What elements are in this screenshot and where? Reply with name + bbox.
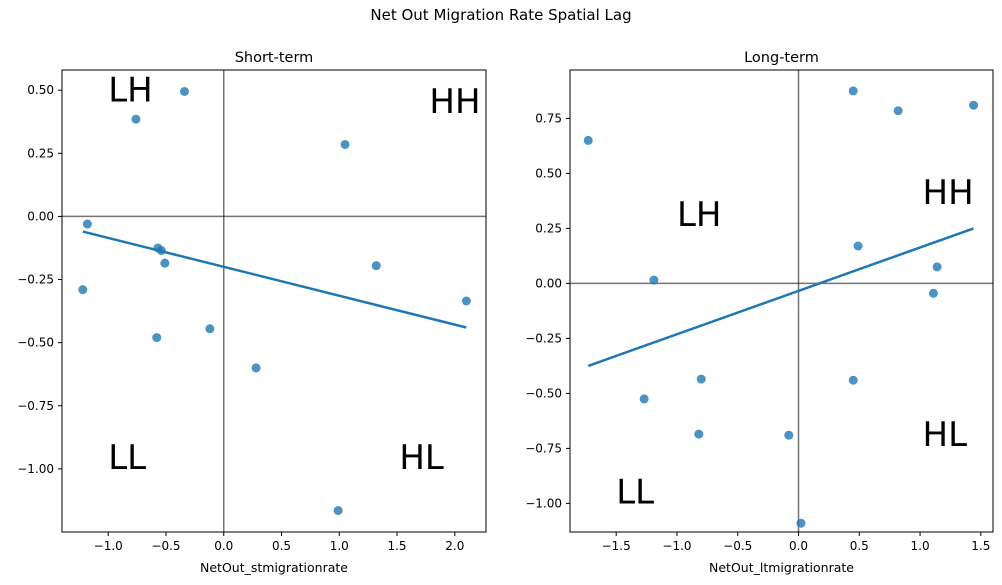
quadrant-label: LL (108, 438, 146, 478)
x-tick-label: 1.5 (971, 539, 990, 553)
data-point (179, 86, 189, 96)
y-tick-label: 0.50 (27, 83, 54, 97)
x-tick-label: −1.5 (602, 539, 631, 553)
data-point (131, 114, 141, 124)
data-point (848, 375, 858, 385)
quadrant-label: HL (923, 415, 968, 455)
x-tick-label: 2.0 (445, 539, 464, 553)
quadrant-label: LL (616, 472, 654, 512)
data-point (82, 219, 92, 229)
data-point (639, 394, 649, 404)
data-point (160, 258, 170, 268)
data-point (205, 324, 215, 334)
data-point (694, 429, 704, 439)
plot-frame (569, 69, 994, 533)
y-tick-label: −0.25 (17, 273, 54, 287)
data-point (796, 518, 806, 528)
x-tick-label: −0.5 (151, 539, 180, 553)
y-tick-label: −0.50 (17, 336, 54, 350)
quadrant-label: LH (677, 195, 722, 235)
y-tick-label: −0.75 (525, 441, 562, 455)
quadrant-label: HL (399, 438, 444, 478)
data-point (152, 333, 162, 343)
quadrant-label: LH (108, 71, 153, 111)
chart-panel-2: LH HH LL HL −1.5 −1.0 −0.5 0.0 0.5 1.0 1.5 0.75 0.50… (525, 50, 994, 575)
data-point (696, 374, 706, 384)
x-tick-label: −1.0 (662, 539, 691, 553)
y-tick-label: 0.00 (535, 276, 562, 290)
x-axis-title: NetOut_stmigrationrate (200, 560, 348, 575)
y-tick-label: −0.75 (17, 399, 54, 413)
y-tick-label: 0.00 (27, 209, 54, 223)
x-axis-title: NetOut_ltmigrationrate (709, 560, 854, 575)
subplot-title: Long-term (744, 50, 819, 66)
y-tick-label: −0.25 (525, 331, 562, 345)
chart-panel-1: LH HH LL HL −1.0 −0.5 0.0 0.5 1.0 1.5 2.0 0.50 0.25 0… (17, 50, 487, 575)
data-point (853, 241, 863, 251)
x-tick-label: −1.0 (94, 539, 123, 553)
data-point (78, 285, 88, 295)
x-tick-label: 0.5 (272, 539, 291, 553)
data-point (649, 275, 659, 285)
quadrant-label: HH (429, 82, 480, 122)
data-point (333, 506, 343, 516)
data-point (340, 139, 350, 149)
y-tick-label: −0.50 (525, 386, 562, 400)
data-point (932, 262, 942, 272)
x-tick-label: −0.5 (723, 539, 752, 553)
plot-frame (61, 69, 487, 533)
x-tick-label: 1.0 (330, 539, 349, 553)
y-tick-label: 0.25 (27, 146, 54, 160)
x-tick-label: 0.5 (850, 539, 869, 553)
regression-line (82, 230, 467, 329)
y-tick-label: 0.25 (535, 221, 562, 235)
data-point (461, 296, 471, 306)
data-point (848, 86, 858, 96)
regression-line (587, 227, 974, 368)
y-tick-label: −1.00 (525, 496, 562, 510)
quadrant-label: HH (923, 173, 974, 213)
y-tick-label: −1.00 (17, 462, 54, 476)
x-tick-label: 0.0 (789, 539, 808, 553)
y-tick-label: 0.75 (535, 111, 562, 125)
data-point (371, 261, 381, 271)
subplot-title: Short-term (235, 50, 314, 66)
data-point (251, 363, 261, 373)
x-tick-label: 1.5 (387, 539, 406, 553)
data-point (784, 430, 794, 440)
y-tick-label: 0.50 (535, 166, 562, 180)
data-point (928, 288, 938, 298)
data-point (583, 135, 593, 145)
x-tick-label: 0.0 (214, 539, 233, 553)
x-tick-label: 1.0 (911, 539, 930, 553)
data-point (893, 106, 903, 116)
data-point (969, 100, 979, 110)
figure-title: Net Out Migration Rate Spatial Lag (370, 6, 632, 24)
